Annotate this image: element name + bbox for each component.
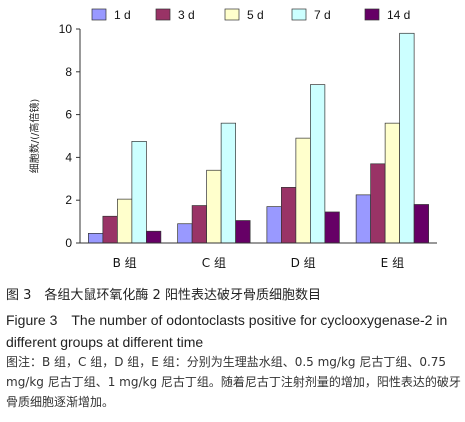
y-tick-label: 8 bbox=[65, 65, 72, 79]
chart-legend: 1 d 3 d 5 d 7 d 14 d bbox=[91, 8, 410, 22]
legend-swatch bbox=[364, 8, 380, 21]
axes bbox=[79, 29, 437, 244]
bar bbox=[355, 194, 371, 244]
bar bbox=[88, 233, 104, 244]
x-category-label: B 组 bbox=[113, 256, 137, 270]
legend-swatch bbox=[155, 8, 171, 21]
bar bbox=[117, 198, 133, 244]
legend-label: 7 d bbox=[314, 8, 331, 22]
bar bbox=[177, 223, 193, 244]
bar bbox=[102, 215, 118, 244]
figure-caption-chinese: 图 3 各组大鼠环氧化酶 2 阳性表达破牙骨质细胞数目 bbox=[6, 288, 321, 303]
figure-note: 图注：B 组，C 组，D 组，E 组：分别为生理盐水组、0.5 mg/kg 尼古… bbox=[6, 355, 461, 409]
bar bbox=[235, 220, 251, 244]
legend-swatch bbox=[91, 8, 107, 21]
figure-caption-english: Figure 3 The number of odontoclasts posi… bbox=[6, 312, 448, 350]
x-category-label: D 组 bbox=[291, 256, 316, 270]
bar bbox=[206, 169, 222, 244]
legend-swatch bbox=[291, 8, 307, 21]
y-tick-label: 10 bbox=[59, 22, 73, 36]
y-tick-label: 0 bbox=[65, 236, 72, 250]
y-tick-label: 4 bbox=[65, 150, 72, 164]
bar bbox=[266, 206, 282, 244]
bar-chart: 1 d 3 d 5 d 7 d 14 d 细胞数/(/高倍镜) 0 2 4 6 8 10 B 组 C… bbox=[28, 8, 437, 270]
bar bbox=[413, 204, 429, 244]
legend-label: 5 d bbox=[247, 8, 264, 22]
bar bbox=[370, 163, 386, 244]
x-category-label: C 组 bbox=[202, 256, 226, 270]
legend-label: 14 d bbox=[387, 8, 410, 22]
bar bbox=[281, 187, 297, 244]
y-tick-label: 6 bbox=[65, 108, 72, 122]
y-axis-label: 细胞数/(/高倍镜) bbox=[28, 99, 41, 174]
bar bbox=[384, 122, 400, 244]
bar bbox=[399, 32, 415, 244]
bar bbox=[310, 84, 326, 244]
legend-swatch bbox=[224, 8, 240, 21]
y-tick-label: 2 bbox=[65, 193, 72, 207]
x-category-label: E 组 bbox=[381, 256, 404, 270]
bar bbox=[131, 141, 147, 244]
bar bbox=[191, 205, 207, 244]
bars bbox=[88, 32, 429, 244]
bar bbox=[324, 211, 340, 244]
bar bbox=[295, 137, 311, 244]
y-axis-ticks: 0 2 4 6 8 10 bbox=[59, 22, 80, 250]
legend-label: 3 d bbox=[178, 8, 195, 22]
bar bbox=[220, 122, 236, 244]
bar bbox=[146, 230, 162, 244]
y-axis-title: 细胞数/(/高倍镜) bbox=[28, 99, 41, 174]
legend-label: 1 d bbox=[114, 8, 131, 22]
